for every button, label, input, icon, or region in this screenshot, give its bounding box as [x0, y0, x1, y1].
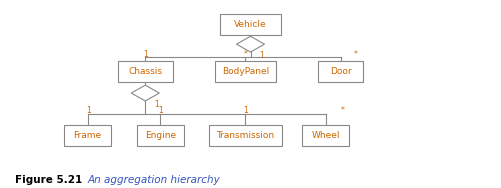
- Text: BodyPanel: BodyPanel: [222, 67, 269, 76]
- Text: Transmission: Transmission: [216, 131, 275, 140]
- Polygon shape: [236, 36, 265, 52]
- Text: 1: 1: [154, 100, 159, 109]
- Text: 1: 1: [259, 51, 264, 60]
- Text: Figure 5.21: Figure 5.21: [15, 174, 82, 185]
- Polygon shape: [131, 85, 159, 101]
- Text: 1: 1: [158, 106, 163, 115]
- Text: Wheel: Wheel: [312, 131, 340, 140]
- Text: Door: Door: [330, 67, 352, 76]
- Text: *: *: [354, 50, 358, 59]
- Text: Vehicle: Vehicle: [234, 20, 267, 29]
- FancyBboxPatch shape: [215, 61, 276, 82]
- Text: Frame: Frame: [74, 131, 102, 140]
- Text: *: *: [341, 106, 345, 115]
- Text: An aggregation hierarchy: An aggregation hierarchy: [88, 174, 220, 185]
- FancyBboxPatch shape: [118, 61, 173, 82]
- FancyBboxPatch shape: [136, 124, 184, 146]
- FancyBboxPatch shape: [318, 61, 363, 82]
- FancyBboxPatch shape: [302, 124, 349, 146]
- Text: Chassis: Chassis: [128, 67, 162, 76]
- Text: Engine: Engine: [145, 131, 176, 140]
- Text: 1: 1: [243, 106, 248, 115]
- FancyBboxPatch shape: [220, 14, 281, 35]
- Text: 1: 1: [143, 50, 148, 59]
- Text: 1: 1: [86, 106, 91, 115]
- FancyBboxPatch shape: [64, 124, 111, 146]
- Text: *: *: [244, 50, 248, 59]
- FancyBboxPatch shape: [209, 124, 282, 146]
